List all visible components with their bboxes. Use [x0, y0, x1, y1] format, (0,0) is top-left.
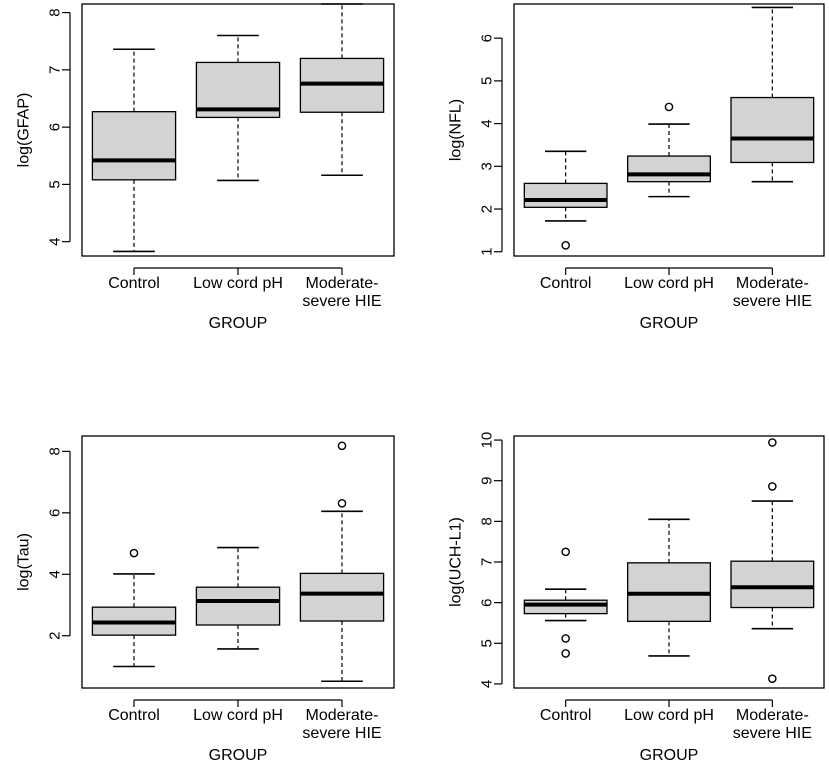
x-tick-label-line: Moderate-	[736, 707, 809, 724]
iqr-box	[299, 572, 385, 622]
box-1	[523, 547, 608, 658]
x-tick-label-line: Control	[540, 707, 592, 724]
iqr-box	[91, 111, 177, 181]
outlier-point	[561, 649, 570, 658]
y-tick-label: 4	[47, 238, 64, 246]
x-tick-label-line: Low cord pH	[193, 275, 283, 292]
plot-frame	[513, 3, 825, 257]
box-3	[299, 3, 385, 177]
x-tick-label-line: Low cord pH	[624, 707, 714, 724]
x-tick-label-line: severe HIE	[302, 725, 381, 742]
panel-3: 2 4 6 8 log(Tau) Control Low cord pH Moderate-s…	[16, 435, 395, 764]
x-tick-label-line: Control	[108, 707, 160, 724]
iqr-box	[523, 599, 608, 615]
y-tick-label: 1	[479, 248, 496, 256]
y-tick-label: 6	[479, 34, 496, 42]
x-tick-label: Control	[540, 275, 592, 292]
outlier-point	[337, 441, 347, 451]
x-axis-label: GROUP	[209, 315, 268, 332]
x-tick-label: Moderate-severe HIE	[302, 707, 381, 742]
x-tick-label: Control	[540, 707, 592, 724]
iqr-box	[730, 560, 815, 609]
x-tick-label-line: Control	[540, 275, 592, 292]
x-tick-label-line: Low cord pH	[193, 707, 283, 724]
plot-frame	[81, 3, 395, 257]
y-tick-label: 8	[47, 8, 64, 16]
box-3	[730, 438, 815, 683]
y-tick-label: 5	[479, 639, 496, 647]
y-tick-label: 5	[47, 180, 64, 188]
iqr-box	[627, 155, 711, 183]
iqr-box	[523, 182, 608, 208]
y-tick-label: 7	[479, 558, 496, 566]
x-tick-label: Low cord pH	[624, 275, 714, 292]
x-tick-label: Low cord pH	[624, 707, 714, 724]
iqr-box	[730, 96, 815, 164]
y-tick-label: 9	[479, 477, 496, 485]
plot-frame	[513, 435, 825, 689]
y-tick-label: 7	[47, 66, 64, 74]
x-tick-label: Control	[108, 275, 160, 292]
box-2	[195, 546, 281, 650]
y-tick-label: 4	[47, 570, 64, 578]
outlier-point	[561, 547, 570, 557]
x-tick-label: Moderate-severe HIE	[302, 275, 381, 310]
y-tick-label: 4	[479, 680, 496, 688]
x-tick-label-line: Control	[108, 275, 160, 292]
box-1	[523, 150, 608, 250]
box-1	[91, 548, 177, 668]
box-2	[627, 518, 711, 657]
x-tick-label-line: Low cord pH	[624, 275, 714, 292]
y-tick-label: 5	[479, 77, 496, 85]
outlier-point	[129, 548, 139, 558]
y-tick-label: 6	[47, 509, 64, 517]
y-tick-label: 2	[47, 632, 64, 640]
box-2	[627, 102, 711, 198]
y-tick-label: 8	[479, 517, 496, 525]
box-3	[299, 441, 385, 683]
y-axis-label: log(UCH-L1)	[448, 517, 465, 607]
y-tick-label: 4	[479, 119, 496, 127]
box-2	[195, 34, 281, 182]
outlier-point	[768, 438, 777, 447]
panel-2: 1 2 3 4 5 6 log(NFL) Control Low cord pH Moderate…	[448, 3, 825, 332]
y-tick-label: 6	[47, 123, 64, 131]
x-axis-label: GROUP	[640, 747, 699, 764]
x-tick-label-line: Moderate-	[736, 275, 809, 292]
x-tick-label: Moderate-severe HIE	[733, 275, 812, 310]
x-axis-label: GROUP	[209, 747, 268, 764]
y-axis-label: log(GFAP)	[16, 93, 33, 168]
outlier-point	[561, 241, 570, 250]
box-3	[730, 6, 815, 183]
plot-frame	[81, 435, 395, 689]
y-tick-label: 8	[47, 447, 64, 455]
panel-4: 4 5 6 7 8 9 10 log(UCH-L1) Control Low cord pH Mod…	[448, 432, 825, 764]
outlier-point	[768, 674, 777, 683]
outlier-point	[664, 102, 674, 112]
x-tick-label: Moderate-severe HIE	[733, 707, 812, 742]
x-tick-label: Low cord pH	[193, 707, 283, 724]
x-tick-label: Low cord pH	[193, 275, 283, 292]
y-axis-label: log(NFL)	[448, 99, 465, 161]
panel-1: 4 5 6 7 8 log(GFAP) Control Low cord pH Moderate…	[16, 3, 395, 332]
x-tick-label-line: Moderate-	[306, 275, 379, 292]
outlier-point	[561, 634, 570, 643]
x-tick-label-line: severe HIE	[733, 725, 812, 742]
y-tick-label: 3	[479, 162, 496, 170]
x-tick-label-line: severe HIE	[302, 293, 381, 310]
outlier-point	[337, 499, 347, 508]
box-1	[91, 48, 177, 253]
y-tick-label: 2	[479, 205, 496, 213]
y-tick-label: 10	[479, 432, 496, 449]
x-tick-label-line: Moderate-	[306, 707, 379, 724]
y-axis-label: log(Tau)	[16, 533, 33, 591]
x-tick-label-line: severe HIE	[733, 293, 812, 310]
x-tick-label: Control	[108, 707, 160, 724]
iqr-box	[195, 586, 281, 626]
x-axis-label: GROUP	[640, 315, 699, 332]
outlier-point	[768, 482, 777, 491]
y-tick-label: 6	[479, 598, 496, 606]
